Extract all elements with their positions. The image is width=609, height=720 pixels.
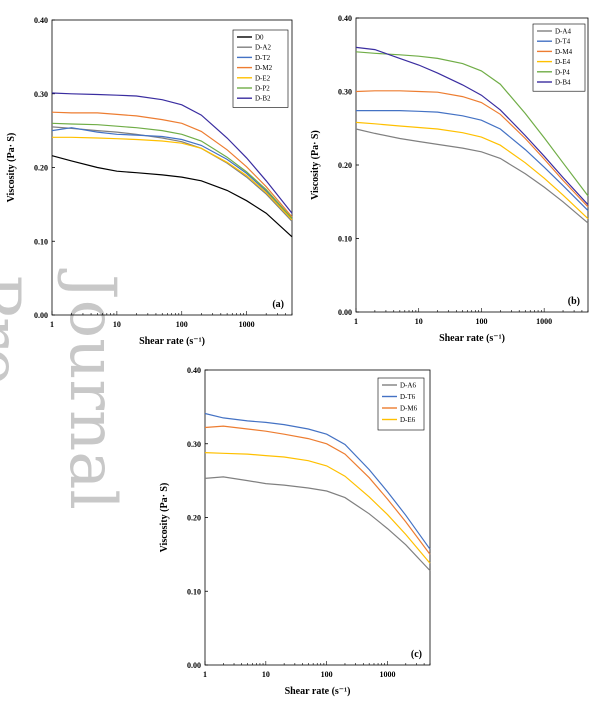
legend-label-d-b2: D-B2 [255, 95, 271, 103]
series-line-d-e6 [204, 452, 431, 564]
panel-label: (a) [272, 299, 284, 310]
y-tick-label: 0.00 [34, 311, 48, 320]
legend-label-d0: D0 [255, 34, 264, 42]
series-line-d-m2 [51, 111, 293, 218]
legend-label-d-m6: D-M6 [400, 405, 418, 413]
legend-box [532, 23, 586, 92]
series-line-d-a4 [355, 128, 589, 224]
chart-panel-2: 0.00 0.10 0.20 0.30 0.40 1 10 100 1000 Shear rate… [159, 366, 431, 697]
y-tick-label: 0.20 [338, 161, 352, 170]
y-tick-label: 0.30 [34, 90, 48, 99]
legend-label-d-t2: D-T2 [255, 54, 271, 62]
x-tick-label: 1 [354, 317, 358, 326]
y-tick-label: 0.00 [338, 308, 352, 317]
series-line-d-e4 [355, 121, 589, 220]
legend-label-d-p2: D-P2 [255, 85, 270, 93]
x-tick-label: 1000 [379, 670, 395, 679]
x-tick-label: 1000 [239, 320, 255, 329]
y-tick-label: 0.10 [34, 237, 48, 246]
series-line-d-e2 [52, 136, 293, 221]
series-line-d0 [51, 155, 293, 238]
panel-label: (c) [411, 649, 422, 660]
x-tick-label: 1000 [536, 317, 552, 326]
series-line-d-b2 [51, 92, 293, 214]
y-tick-label: 0.20 [34, 164, 48, 173]
legend-label-d-p4: D-P4 [555, 68, 570, 76]
legend-label-d-e2: D-E2 [255, 74, 271, 82]
legend-label-d-b4: D-B4 [555, 79, 571, 87]
x-axis-label: Shear rate (s⁻¹) [285, 686, 351, 697]
y-tick-label: 0.40 [187, 366, 201, 375]
y-tick-label: 0.40 [34, 16, 48, 25]
y-axis-label: Viscosity (Pa· S) [310, 130, 321, 200]
x-axis-label: Shear rate (s⁻¹) [139, 336, 205, 347]
series-line-d-p4 [355, 51, 589, 197]
legend-label-d-m2: D-M2 [255, 64, 273, 72]
legend-label-d-m4: D-M4 [555, 48, 573, 56]
legend-label-d-e4: D-E4 [555, 58, 571, 66]
series-line-d-m4 [355, 90, 589, 208]
x-tick-label: 100 [321, 670, 333, 679]
y-axis-label: Viscosity (Pa· S) [6, 133, 17, 203]
y-tick-label: 0.10 [338, 235, 352, 244]
x-axis-label: Shear rate (s⁻¹) [439, 333, 505, 344]
y-tick-label: 0.40 [338, 14, 352, 23]
chart-panel-1: 0.00 0.10 0.20 0.30 0.40 1 10 100 1000 Shear rate… [310, 14, 589, 344]
series-line-d-t4 [356, 109, 589, 212]
y-tick-label: 0.30 [187, 440, 201, 449]
x-tick-label: 10 [415, 317, 423, 326]
x-tick-label: 1 [50, 320, 54, 329]
y-tick-label: 0.30 [338, 88, 352, 97]
y-tick-label: 0.10 [187, 587, 201, 596]
x-tick-label: 100 [475, 317, 487, 326]
legend-label-d-t4: D-T4 [555, 38, 571, 46]
legend-label-d-a6: D-A6 [400, 382, 416, 390]
series-line-d-b4 [355, 46, 589, 206]
y-tick-label: 0.20 [187, 514, 201, 523]
legend-label-d-a4: D-A4 [555, 28, 571, 36]
y-tick-label: 0.00 [187, 661, 201, 670]
legend-box [232, 29, 289, 108]
legend-label-d-a2: D-A2 [255, 44, 271, 52]
x-tick-label: 100 [176, 320, 188, 329]
series-line-d-a2 [51, 126, 293, 222]
legend-box [377, 377, 425, 431]
x-tick-label: 10 [262, 670, 270, 679]
series-line-d-a6 [204, 476, 431, 572]
series-line-d-m6 [204, 425, 431, 555]
y-axis-label: Viscosity (Pa· S) [159, 483, 170, 553]
legend-label-d-e6: D-E6 [400, 416, 416, 424]
x-tick-label: 1 [203, 670, 207, 679]
panel-label: (b) [568, 296, 580, 307]
legend-label-d-t6: D-T6 [400, 393, 416, 401]
series-line-d-p2 [51, 122, 293, 219]
series-line-d-t6 [204, 412, 431, 550]
x-tick-label: 10 [113, 320, 121, 329]
series-line-d-t2 [51, 127, 293, 220]
chart-panel-0: 0.00 0.10 0.20 0.30 0.40 1 10 100 1000 Shear rate… [6, 16, 293, 347]
